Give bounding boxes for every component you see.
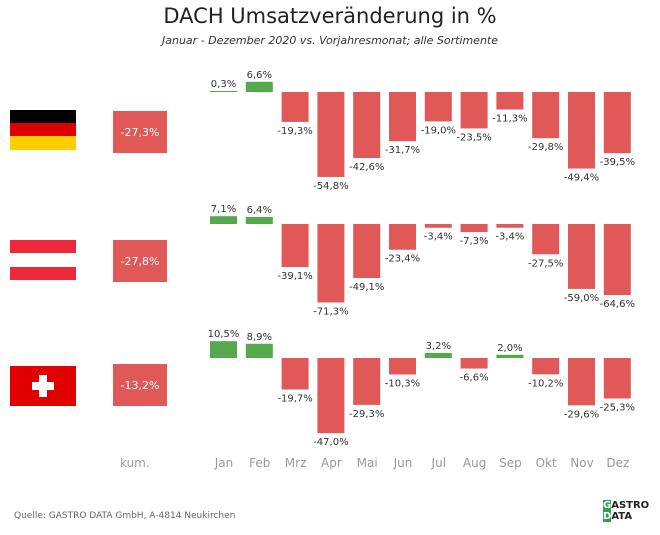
bar <box>389 92 416 142</box>
data-label: 6,4% <box>247 205 272 216</box>
data-label: -10,2% <box>528 378 563 389</box>
month-label: Okt <box>535 456 557 470</box>
data-label: 2,0% <box>497 343 522 354</box>
bar <box>317 224 345 303</box>
bar <box>460 92 488 129</box>
bar <box>317 358 345 434</box>
data-label: -11,3% <box>492 114 527 125</box>
bar <box>496 92 524 110</box>
austria-flag <box>10 240 76 280</box>
bar <box>568 92 595 169</box>
kum-label: kum. <box>120 456 150 470</box>
data-label: -3,4% <box>424 232 453 243</box>
bar <box>568 358 595 406</box>
bar <box>210 216 237 224</box>
bar <box>424 224 452 228</box>
bar <box>603 92 631 154</box>
data-label: -19,0% <box>421 125 456 136</box>
data-label: -27,5% <box>528 258 563 269</box>
month-label: Jan <box>214 456 234 470</box>
data-label: 0,3% <box>211 79 236 90</box>
data-label: -39,5% <box>600 157 635 168</box>
kum-value-ch: -13,2% <box>113 364 167 406</box>
data-label: -29,8% <box>528 142 563 153</box>
bar <box>532 224 560 255</box>
chart-title: DACH Umsatzveränderung in % <box>163 4 497 28</box>
bar <box>603 224 631 296</box>
data-label: -42,6% <box>349 162 384 173</box>
data-label: -25,3% <box>600 402 635 413</box>
month-label: Jul <box>431 456 447 470</box>
month-label: Sep <box>499 456 522 470</box>
bar <box>281 358 309 390</box>
bar <box>460 358 488 369</box>
bar <box>317 92 345 177</box>
data-label: -64,6% <box>600 299 635 310</box>
germany-flag <box>10 110 76 150</box>
month-label: Aug <box>462 456 487 470</box>
switzerland-flag <box>10 366 76 406</box>
bar <box>245 343 273 358</box>
bar <box>389 224 416 250</box>
data-label: 10,5% <box>208 329 240 340</box>
month-label: Jun <box>393 456 413 470</box>
bar <box>389 358 416 375</box>
bar <box>603 358 631 399</box>
kum-value-de: -27,3% <box>113 111 167 153</box>
data-label: -19,7% <box>277 394 312 405</box>
bar <box>210 341 237 358</box>
data-label: -49,1% <box>349 282 384 293</box>
month-label: Nov <box>570 456 594 470</box>
kum-value-at: -27,8% <box>113 240 167 282</box>
bar <box>568 224 595 289</box>
bar <box>353 92 381 159</box>
bar <box>496 224 524 228</box>
bar <box>424 92 452 122</box>
data-label: -31,7% <box>385 145 420 156</box>
data-label: -6,6% <box>460 373 489 384</box>
bar <box>245 81 273 92</box>
data-label: -54,8% <box>313 181 348 192</box>
data-label: 3,2% <box>426 341 451 352</box>
gastro-data-logo: GASTRO DATA <box>603 500 650 522</box>
bar <box>281 224 309 268</box>
bar <box>245 216 273 224</box>
month-label: Feb <box>249 456 271 470</box>
bar <box>353 358 381 405</box>
bar <box>460 224 488 233</box>
month-label: Dez <box>606 456 630 470</box>
data-label: -3,4% <box>495 232 524 243</box>
bar <box>424 352 452 358</box>
data-label: -47,0% <box>313 437 348 448</box>
data-label: -23,5% <box>456 132 491 143</box>
bar <box>532 358 560 375</box>
data-label: -59,0% <box>564 293 599 304</box>
data-label: -10,3% <box>385 378 420 389</box>
data-label: -49,4% <box>564 173 599 184</box>
month-label: Mai <box>356 456 378 470</box>
data-label: -39,1% <box>277 271 312 282</box>
chart-subtitle: Januar - Dezember 2020 vs. Vorjahresmona… <box>162 34 498 47</box>
source-note: Quelle: GASTRO DATA GmbH, A-4814 Neukirc… <box>14 511 236 521</box>
data-label: 7,1% <box>211 204 236 215</box>
data-label: -29,6% <box>564 409 599 420</box>
data-label: 6,6% <box>247 70 272 81</box>
data-label: -23,4% <box>385 254 420 265</box>
bar <box>353 224 381 279</box>
data-label: 8,9% <box>247 332 272 343</box>
bar <box>210 91 237 92</box>
bar <box>281 92 309 122</box>
month-label: Mrz <box>284 456 307 470</box>
data-label: -7,3% <box>460 236 489 247</box>
data-label: -71,3% <box>313 306 348 317</box>
data-label: -19,3% <box>277 126 312 137</box>
month-label: Apr <box>321 456 342 470</box>
bar <box>532 92 560 139</box>
data-label: -29,3% <box>349 409 384 420</box>
bar <box>496 354 524 358</box>
